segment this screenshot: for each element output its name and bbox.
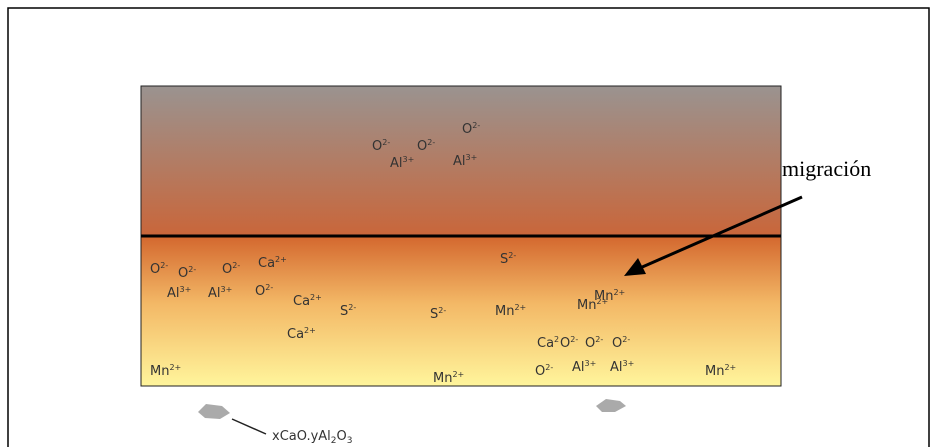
- ion-charge: 2+: [452, 370, 464, 379]
- diagram: O2-O2-O2-Al3+Al3+O2-O2-O2-Ca2+Al3+Al3+O2…: [0, 0, 937, 447]
- ion-charge: 2: [554, 335, 559, 344]
- ion-symbol: Ca: [537, 336, 554, 351]
- ion-charge: 2-: [265, 283, 273, 292]
- ion-charge: 2+: [169, 363, 181, 372]
- ion-symbol: S: [500, 252, 508, 267]
- ion-charge: 2-: [472, 121, 480, 130]
- ion-charge: 2-: [348, 303, 356, 312]
- ion-charge: 2-: [595, 335, 603, 344]
- leader-line: [232, 419, 266, 434]
- ion-charge: 2-: [622, 335, 630, 344]
- ion-symbol: O: [150, 262, 160, 277]
- ion-symbol: O: [417, 139, 427, 154]
- ion-charge: 2+: [275, 255, 287, 264]
- ion-symbol: O: [535, 364, 545, 379]
- ion-symbol: O: [612, 336, 622, 351]
- ion-symbol: Mn: [705, 364, 724, 379]
- ion-charge: 3+: [221, 285, 233, 294]
- ion-charge: 2-: [232, 261, 240, 270]
- ion-charge: 2-: [382, 138, 390, 147]
- ion-symbol: O: [560, 336, 570, 351]
- ion-symbol: Ca: [258, 256, 275, 271]
- ion-charge: 2+: [310, 293, 322, 302]
- ion-charge: 2+: [514, 303, 526, 312]
- ion-symbol: O: [178, 266, 188, 281]
- ion-charge: 2-: [427, 138, 435, 147]
- ion-symbol: Mn: [495, 304, 514, 319]
- ion-charge: 2-: [160, 261, 168, 270]
- inclusion: [198, 404, 230, 419]
- ion-charge: 3+: [403, 155, 415, 164]
- ion-symbol: Al: [610, 360, 623, 375]
- ion-symbol: O: [372, 139, 382, 154]
- formula-part: xCaO.yAl: [272, 429, 331, 444]
- ion-charge: 3+: [180, 285, 192, 294]
- ion-symbol: Al: [390, 156, 403, 171]
- arrow-label: migración: [782, 156, 871, 181]
- ion-charge: 2-: [188, 265, 196, 274]
- ion-symbol: Mn: [150, 364, 169, 379]
- ion-symbol: Mn: [433, 371, 452, 386]
- ion-symbol: Al: [167, 286, 180, 301]
- ion-symbol: S: [430, 307, 438, 322]
- formula-sub: 3: [347, 436, 353, 446]
- ion-symbol: Al: [208, 286, 221, 301]
- steel-layer: [141, 236, 781, 386]
- ion-symbol: Al: [453, 154, 466, 169]
- ion-charge: 2+: [724, 363, 736, 372]
- ion-symbol: Ca: [293, 294, 310, 309]
- formula-part: O: [337, 429, 347, 444]
- ion-symbol: O: [585, 336, 595, 351]
- ion-charge: 3+: [585, 359, 597, 368]
- ion-symbol: S: [340, 304, 348, 319]
- ion-charge: 2-: [545, 363, 553, 372]
- ion-charge: 2-: [508, 251, 516, 260]
- ion-charge: 3+: [466, 153, 478, 162]
- ion-charge: 3+: [623, 359, 635, 368]
- ion-symbol: Ca: [287, 327, 304, 342]
- ion-charge: 2+: [613, 288, 625, 297]
- ion-symbol: Mn: [594, 289, 613, 304]
- inclusion: [596, 399, 626, 412]
- ion-symbol: O: [255, 284, 265, 299]
- ion-symbol: Al: [572, 360, 585, 375]
- ion-charge: 2-: [438, 306, 446, 315]
- ion-charge: 2+: [304, 326, 316, 335]
- ion-symbol: O: [462, 122, 472, 137]
- inclusion-label: xCaO.yAl2O3: [272, 429, 352, 446]
- ion-symbol: O: [222, 262, 232, 277]
- ion-charge: 2-: [570, 335, 578, 344]
